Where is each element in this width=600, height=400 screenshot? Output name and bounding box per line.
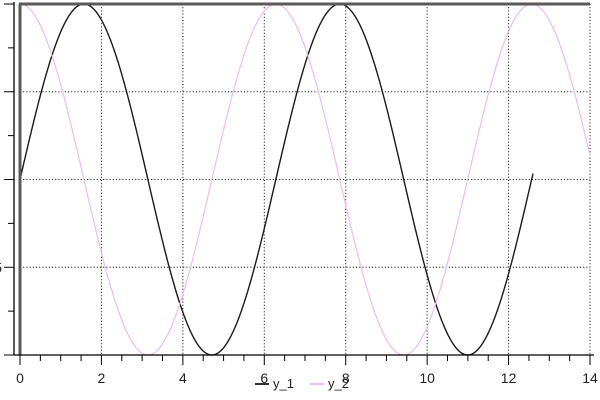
x-tick-label-4: 4 <box>179 370 187 386</box>
legend-label-y_1[interactable]: y_1 <box>273 376 294 391</box>
x-tick-label-0: 0 <box>16 370 24 386</box>
x-tick-label-12: 12 <box>501 370 517 386</box>
line-chart-svg: 02468101214-1-0.500.51 y_1y_2 <box>0 0 600 400</box>
chart-background <box>0 0 600 400</box>
x-tick-label-14: 14 <box>582 370 598 386</box>
y-tick-label--0.5: -0.5 <box>0 259 2 275</box>
x-tick-label-2: 2 <box>98 370 106 386</box>
legend-label-y_2[interactable]: y_2 <box>328 376 349 391</box>
chart-container: 02468101214-1-0.500.51 y_1y_2 <box>0 0 600 400</box>
x-tick-label-10: 10 <box>419 370 435 386</box>
